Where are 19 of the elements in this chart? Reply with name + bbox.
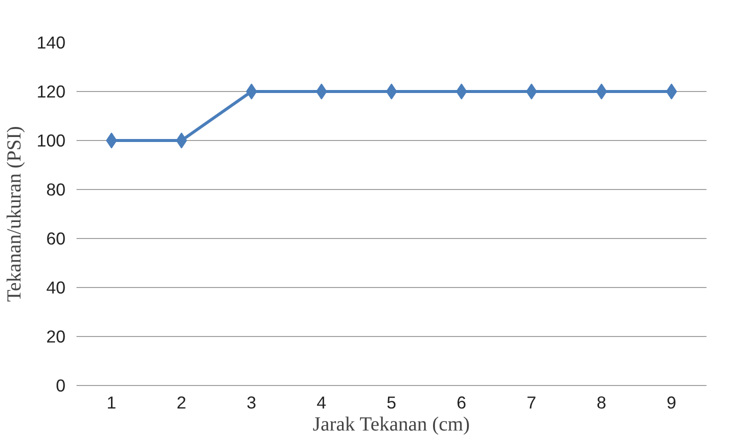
y-tick-label: 0 (56, 376, 66, 396)
y-tick-label: 40 (46, 278, 66, 298)
y-tick-label: 120 (36, 82, 66, 102)
x-tick-label: 6 (456, 392, 466, 412)
y-tick-label: 100 (36, 130, 66, 150)
y-tick-label: 20 (46, 326, 66, 346)
x-tick-label: 1 (106, 392, 116, 412)
x-tick-label: 7 (526, 392, 536, 412)
y-tick-label: 140 (36, 32, 66, 52)
y-tick-label: 80 (46, 180, 66, 200)
y-axis-title: Tekanan/ukuran (PSI) (4, 126, 26, 302)
x-axis-title: Jarak Tekanan (cm) (312, 414, 470, 436)
x-tick-label: 3 (246, 392, 256, 412)
x-tick-label: 2 (176, 392, 186, 412)
x-tick-label: 9 (666, 392, 676, 412)
x-tick-label: 4 (316, 392, 327, 412)
x-tick-label: 5 (386, 392, 396, 412)
y-tick-label: 60 (46, 228, 66, 248)
x-tick-label: 8 (596, 392, 606, 412)
